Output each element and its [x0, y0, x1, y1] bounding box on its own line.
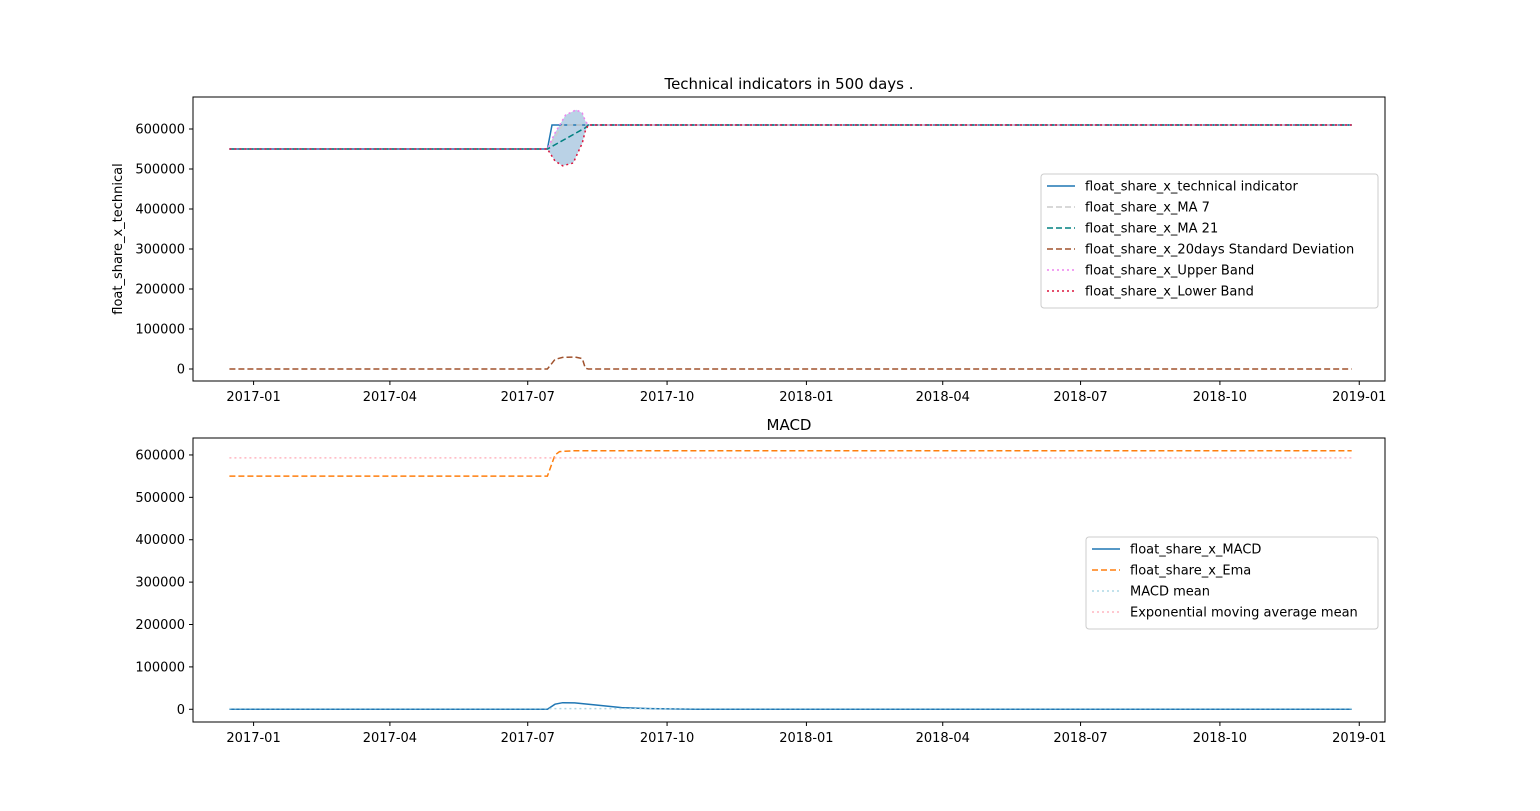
y-tick-label: 200000 — [135, 283, 185, 298]
y-tick-label: 0 — [177, 363, 185, 378]
x-tick-label: 2018-04 — [916, 731, 970, 746]
legend-entry: float_share_x_20days Standard Deviation — [1085, 243, 1354, 258]
chart-title: Technical indicators in 500 days . — [663, 75, 913, 93]
x-tick-label: 2018-07 — [1053, 731, 1107, 746]
y-tick-label: 100000 — [135, 323, 185, 338]
y-tick-label: 400000 — [135, 203, 185, 218]
series-line-1 — [229, 449, 1352, 477]
series-line-4 — [229, 108, 1352, 150]
series-line-0 — [229, 701, 1352, 711]
legend-entry: float_share_x_MACD — [1130, 543, 1261, 558]
y-tick-label: 600000 — [135, 448, 185, 463]
plot-area — [229, 449, 1352, 711]
legend-entry: Exponential moving average mean — [1130, 606, 1358, 621]
y-tick-label: 600000 — [135, 123, 185, 138]
legend-entry: MACD mean — [1130, 585, 1210, 600]
legend: float_share_x_technical indicator float_s… — [1040, 173, 1379, 309]
x-tick-label: 2018-07 — [1053, 390, 1107, 405]
x-tick-label: 2018-10 — [1193, 390, 1247, 405]
chart-title: MACD — [767, 416, 812, 434]
legend-entry: float_share_x_MA 21 — [1085, 222, 1218, 237]
y-axis-label: float_share_x_technical — [111, 163, 126, 315]
series-line-0 — [229, 124, 1352, 150]
y-tick-label: 300000 — [135, 576, 185, 591]
legend-box — [1085, 536, 1379, 630]
x-tick-label: 2017-10 — [640, 390, 694, 405]
x-tick-label: 2017-04 — [363, 390, 417, 405]
legend-entry: float_share_x_MA 7 — [1085, 201, 1210, 216]
bollinger-band-fill — [229, 109, 1352, 166]
y-tick-label: 500000 — [135, 163, 185, 178]
legend-entry: float_share_x_Lower Band — [1085, 285, 1254, 300]
series-line-1 — [229, 124, 1352, 150]
legend-entry: float_share_x_Upper Band — [1085, 264, 1254, 279]
y-tick-label: 300000 — [135, 243, 185, 258]
legend-entry: float_share_x_technical indicator — [1085, 180, 1299, 195]
y-tick-label: 100000 — [135, 660, 185, 675]
x-tick-label: 2017-10 — [640, 731, 694, 746]
series-line-2 — [229, 124, 1352, 150]
x-tick-label: 2018-01 — [779, 731, 833, 746]
y-tick-label: 0 — [177, 703, 185, 718]
x-tick-label: 2018-01 — [779, 390, 833, 405]
series-line-5 — [229, 124, 1352, 167]
x-tick-label: 2017-07 — [501, 390, 555, 405]
technical-indicators-panel: Technical indicators in 500 days . float_… — [111, 75, 1386, 405]
x-tick-label: 2019-01 — [1332, 390, 1386, 405]
x-tick-label: 2017-07 — [501, 731, 555, 746]
legend: float_share_x_MACD float_share_x_Ema MACD … — [1085, 536, 1379, 630]
y-tick-label: 500000 — [135, 491, 185, 506]
x-tick-label: 2017-01 — [226, 731, 280, 746]
y-tick-label: 200000 — [135, 618, 185, 633]
x-tick-label: 2017-04 — [363, 731, 417, 746]
legend-box — [1040, 173, 1379, 309]
axes-frame — [192, 96, 1386, 382]
x-tick-label: 2019-01 — [1332, 731, 1386, 746]
axes-frame — [192, 437, 1386, 723]
y-tick-label: 400000 — [135, 533, 185, 548]
plot-area — [229, 108, 1352, 370]
legend-entry: float_share_x_Ema — [1130, 564, 1251, 579]
x-tick-label: 2017-01 — [226, 390, 280, 405]
series-line-3 — [229, 356, 1352, 370]
x-tick-label: 2018-04 — [916, 390, 970, 405]
macd-panel: MACD 2017-01 2017-04 2017-07 2017-10 2018-01 2… — [135, 416, 1386, 746]
x-tick-label: 2018-10 — [1193, 731, 1247, 746]
